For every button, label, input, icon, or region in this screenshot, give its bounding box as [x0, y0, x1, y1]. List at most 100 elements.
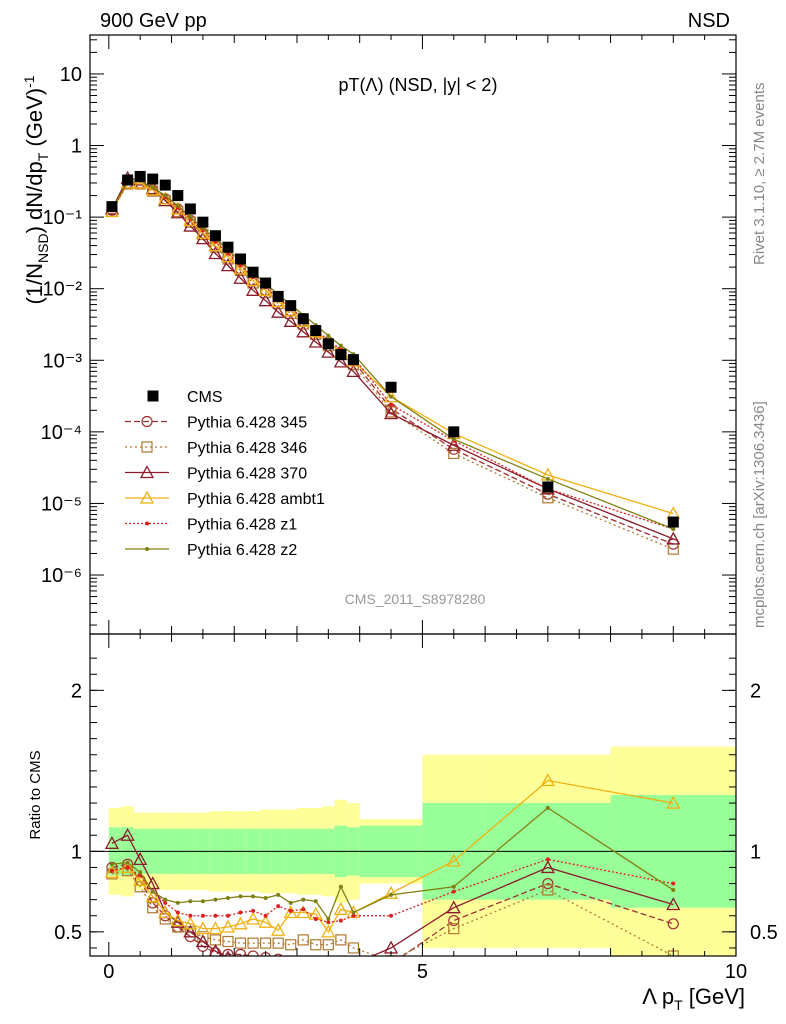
series-point [209, 947, 222, 956]
series-point [386, 959, 396, 969]
series-point [666, 795, 681, 809]
series-point [540, 773, 555, 787]
y-tick-label: 1 [71, 136, 82, 158]
y-tick-label: 10⁻⁴ [41, 422, 82, 444]
series-point [251, 894, 256, 899]
series-point [273, 953, 283, 956]
series-point [220, 919, 236, 933]
series-point [233, 261, 248, 275]
series-point [272, 937, 284, 949]
series-point [163, 193, 168, 198]
series-point [258, 293, 273, 307]
y-tick-label: 10⁻³ [43, 350, 83, 372]
series-point [446, 437, 461, 451]
series-point [671, 887, 676, 892]
series-point [389, 913, 394, 918]
series-point [233, 916, 248, 930]
y-tick-label: 10 [60, 64, 82, 86]
series-point [347, 942, 360, 954]
series-point [283, 313, 298, 327]
series-point [322, 939, 334, 951]
series-point [336, 959, 346, 969]
legend-label: Pythia 6.428 ambt1 [187, 491, 325, 508]
series-point [175, 910, 180, 915]
x-tick-label: 0 [103, 961, 114, 983]
legend-label: Pythia 6.428 z2 [187, 542, 297, 559]
series-point [238, 910, 243, 915]
series-point [671, 881, 676, 886]
series-point [347, 958, 359, 969]
ratio-y-axis-label: Ratio to CMS [27, 750, 44, 839]
series-point [326, 333, 331, 338]
main-plot-area: 10⁻⁶ 10⁻⁵ 10⁻⁴ 10⁻³ 10⁻² 10⁻¹ 1 10 [41, 34, 737, 635]
legend-label: CMS [187, 389, 223, 406]
series-point [158, 193, 173, 207]
ratio-y-tick-label: 2 [71, 680, 82, 702]
series-point [159, 913, 171, 925]
series-point [283, 905, 298, 919]
cms-data-point [209, 230, 221, 242]
ratio-plot-frame [89, 633, 737, 957]
series-point [667, 918, 679, 930]
mcplots-label: mcplots.cern.ch [arXiv:1306.3436] [751, 401, 768, 628]
series-point [321, 924, 336, 938]
series-point [542, 884, 554, 896]
series-point [258, 914, 273, 928]
series-point [383, 389, 399, 403]
series-line [111, 180, 674, 530]
series-point [125, 860, 130, 865]
series-point [301, 897, 306, 902]
series-point [220, 258, 236, 272]
y-tick-label: 10⁻² [43, 279, 83, 301]
series-point [545, 476, 550, 481]
ratio-y-tick-label: 1 [750, 841, 761, 863]
cms-data-point [322, 338, 334, 350]
series-point [308, 334, 323, 348]
series-point [310, 939, 322, 951]
legend-marker [139, 490, 155, 504]
cms-data-point [147, 173, 159, 185]
x-tick-label: 10 [725, 961, 747, 983]
cms-data-point [667, 516, 679, 528]
series-point [448, 447, 460, 460]
series-point [213, 897, 218, 902]
series-line [111, 834, 674, 956]
series-point [671, 526, 676, 531]
series-point [225, 896, 230, 901]
series-point [163, 900, 168, 905]
series-point [234, 937, 247, 949]
series-point [120, 827, 135, 841]
series-point [296, 324, 311, 338]
main-y-axis-label: (1/NNSD) dN/dpT (GeV)-1 [21, 75, 51, 304]
series-point [448, 923, 460, 935]
cms-data-point [260, 277, 272, 289]
series-point [288, 900, 293, 905]
series-point [170, 913, 185, 927]
series-point [208, 943, 223, 956]
cms-data-point [106, 201, 118, 213]
legend-label: Pythia 6.428 370 [187, 466, 307, 483]
series-point [326, 920, 331, 925]
series-point [301, 907, 306, 912]
series-point [147, 902, 159, 914]
cms-data-point [310, 325, 322, 337]
cms-data-point [385, 381, 397, 393]
series-point [233, 270, 248, 284]
series-point [666, 531, 681, 545]
series-point [247, 958, 259, 969]
series-point [276, 892, 281, 897]
series-point [188, 899, 193, 904]
series-point [145, 889, 160, 903]
series-point [260, 958, 272, 969]
series-point [351, 913, 356, 918]
series-point [245, 911, 261, 925]
series-point [225, 913, 230, 918]
legend-label: Pythia 6.428 345 [187, 415, 307, 432]
series-point [276, 904, 281, 909]
cms-data-point [347, 354, 359, 366]
series-line [111, 182, 674, 545]
series-point [285, 939, 297, 951]
series-point [545, 805, 550, 810]
series-point [183, 924, 198, 938]
series-point [323, 959, 333, 969]
